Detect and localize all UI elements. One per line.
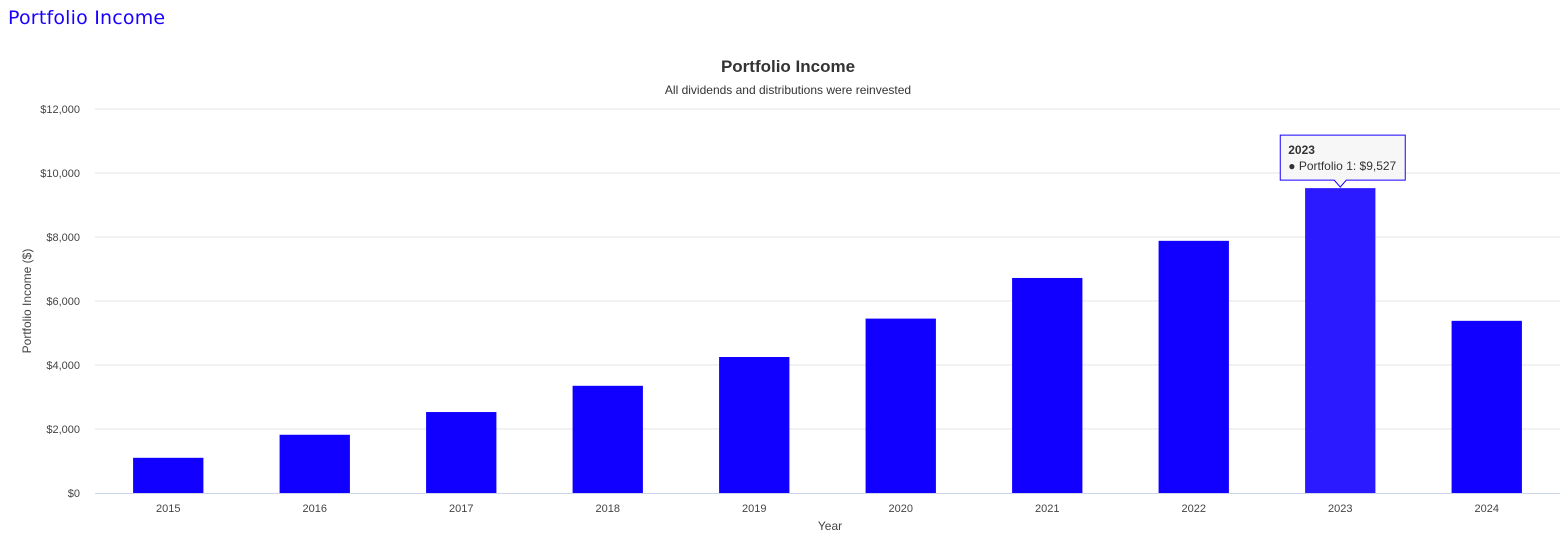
x-tick-label: 2021 (1035, 503, 1059, 515)
x-axis-ticks: 2015 2016 2017 2018 2019 2020 2021 2022 2023 2024 (156, 503, 1499, 515)
bar-2017[interactable] (426, 412, 497, 493)
tooltip-box (1279, 134, 1406, 188)
x-tick-label: 2024 (1475, 503, 1499, 515)
y-tick-label: $8,000 (46, 232, 80, 244)
bar-2021[interactable] (1012, 277, 1083, 493)
bar-2016[interactable] (279, 434, 350, 493)
tooltip: 2023 ● Portfolio 1: $9,527 (1279, 134, 1406, 188)
x-tick-label: 2023 (1328, 503, 1352, 515)
y-tick-label: $4,000 (46, 360, 80, 372)
bar-2020[interactable] (865, 318, 936, 493)
bar-2015[interactable] (133, 457, 204, 493)
x-tick-label: 2015 (156, 503, 180, 515)
x-tick-label: 2022 (1182, 503, 1206, 515)
y-axis-ticks: $0 $2,000 $4,000 $6,000 $8,000 $10,000 $12,000 (40, 104, 80, 500)
y-axis-title: Portfolio Income ($) (20, 249, 34, 354)
x-tick-label: 2019 (742, 503, 766, 515)
bars (133, 188, 1522, 494)
bar-2023[interactable] (1305, 188, 1376, 494)
y-tick-label: $6,000 (46, 296, 80, 308)
chart-title: Portfolio Income (721, 57, 855, 76)
tooltip-title: 2023 (1288, 143, 1315, 157)
y-tick-label: $12,000 (40, 104, 80, 116)
x-tick-label: 2020 (889, 503, 913, 515)
x-tick-label: 2016 (303, 503, 327, 515)
x-tick-label: 2017 (449, 503, 473, 515)
x-tick-label: 2018 (596, 503, 620, 515)
bar-2018[interactable] (572, 385, 643, 493)
x-axis-title: Year (818, 519, 842, 533)
bar-2019[interactable] (719, 357, 790, 493)
chart-subtitle: All dividends and distributions were rei… (665, 83, 911, 97)
bar-2022[interactable] (1158, 240, 1229, 493)
tooltip-value: ● Portfolio 1: $9,527 (1288, 159, 1396, 173)
bar-2024[interactable] (1451, 320, 1522, 493)
page-heading: Portfolio Income (8, 7, 166, 29)
y-tick-label: $2,000 (46, 424, 80, 436)
y-tick-label: $0 (68, 488, 80, 500)
y-tick-label: $10,000 (40, 168, 80, 180)
